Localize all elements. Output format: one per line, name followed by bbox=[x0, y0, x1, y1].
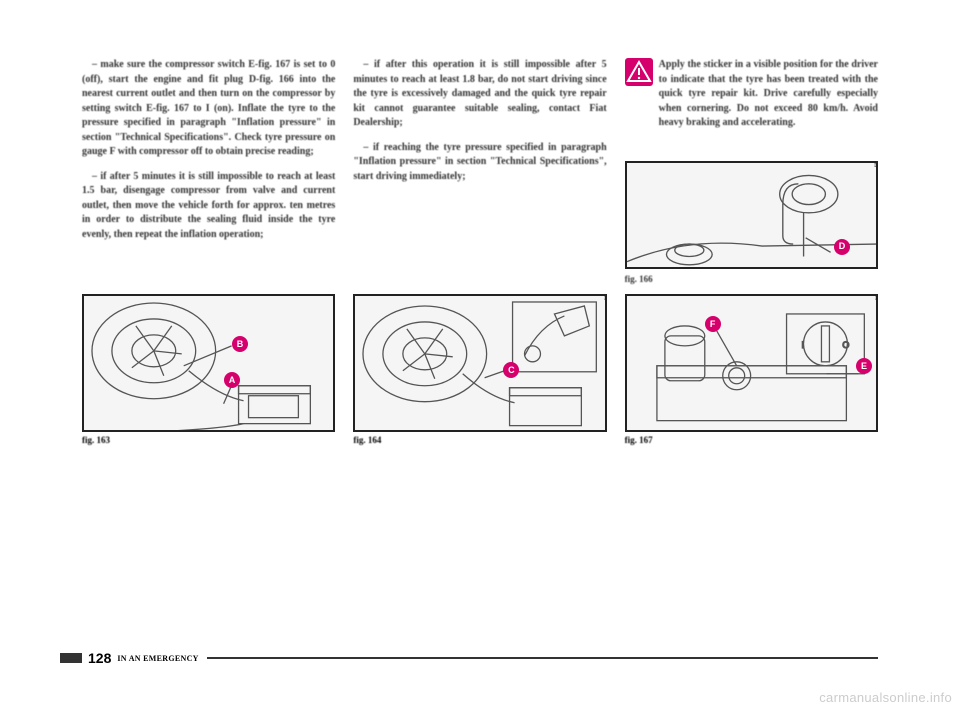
label-c: C bbox=[503, 362, 519, 378]
svg-text:I: I bbox=[801, 339, 804, 349]
warning-block: Apply the sticker in a visible position … bbox=[625, 58, 878, 131]
fig167-caption: fig. 167 bbox=[625, 435, 878, 445]
footer-line bbox=[207, 657, 878, 659]
col2-para2: – if reaching the tyre pressure specifie… bbox=[353, 141, 606, 185]
column-2: – if after this operation it is still im… bbox=[353, 58, 606, 286]
text-columns: – make sure the compressor switch E-fig.… bbox=[60, 38, 900, 286]
fig166-caption: fig. 166 bbox=[625, 273, 878, 286]
figure-166-cell: D F0D0166m fig. 166 bbox=[625, 161, 878, 286]
page-number: 128 bbox=[82, 650, 117, 666]
fig164-code: F0D0164m bbox=[602, 294, 607, 300]
col1-para2: – if after 5 minutes it is still impossi… bbox=[82, 170, 335, 243]
svg-text:O: O bbox=[842, 339, 849, 349]
fig163-caption: fig. 163 bbox=[82, 435, 335, 445]
fig164-caption: fig. 164 bbox=[353, 435, 606, 445]
figure-163-cell: B A F0D0163m fig. 163 bbox=[82, 294, 335, 445]
figure-167-cell: I O F E F0D0167m fig. 167 bbox=[625, 294, 878, 445]
figure-167: I O F E F0D0167m bbox=[625, 294, 878, 432]
figure-row: B A F0D0163m fig. 163 bbox=[60, 294, 900, 445]
fig166-code: F0D0166m bbox=[871, 161, 878, 167]
fig167-code: F0D0167m bbox=[873, 294, 878, 300]
label-b: B bbox=[232, 336, 248, 352]
column-1: – make sure the compressor switch E-fig.… bbox=[82, 58, 335, 286]
figure-164-cell: C F0D0164m fig. 164 bbox=[353, 294, 606, 445]
label-d: D bbox=[834, 239, 850, 255]
figure-163: B A F0D0163m bbox=[82, 294, 335, 432]
footer-bar bbox=[60, 653, 82, 663]
fig163-code: F0D0163m bbox=[330, 294, 335, 300]
watermark: carmanualsonline.info bbox=[819, 690, 952, 705]
label-e: E bbox=[856, 358, 872, 374]
figure-166: D F0D0166m bbox=[625, 161, 878, 269]
warning-text: Apply the sticker in a visible position … bbox=[659, 58, 878, 131]
label-a: A bbox=[224, 372, 240, 388]
warning-icon bbox=[625, 58, 653, 86]
col1-para1: – make sure the compressor switch E-fig.… bbox=[82, 58, 335, 160]
label-f: F bbox=[705, 316, 721, 332]
column-3: Apply the sticker in a visible position … bbox=[625, 58, 878, 286]
manual-page: – make sure the compressor switch E-fig.… bbox=[60, 38, 900, 678]
footer-title: IN AN EMERGENCY bbox=[117, 654, 198, 663]
figure-164: C F0D0164m bbox=[353, 294, 606, 432]
col2-para1: – if after this operation it is still im… bbox=[353, 58, 606, 131]
page-footer: 128 IN AN EMERGENCY bbox=[60, 650, 900, 666]
